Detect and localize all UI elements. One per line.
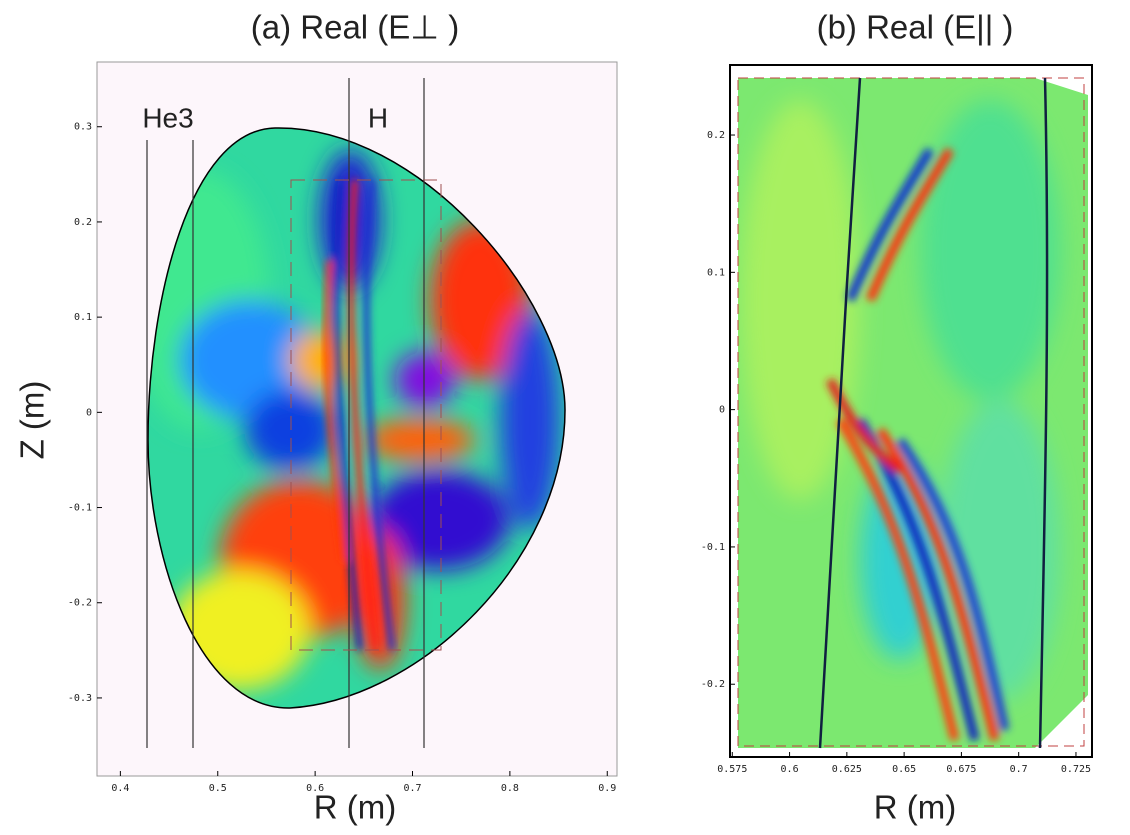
x-tick-label: 0.9: [598, 783, 616, 794]
x-axis-label: R (m): [874, 789, 956, 826]
x-tick-label: 0.6: [306, 783, 324, 794]
x-tick-label: 0.625: [832, 764, 862, 775]
y-tick-label: 0: [86, 407, 92, 418]
x-tick-label: 0.6: [781, 764, 799, 775]
annotation: H: [368, 102, 388, 133]
field-image: [730, 65, 1092, 757]
x-tick-label: 0.7: [1010, 764, 1028, 775]
chart-title: (b) Real (E|| ): [817, 9, 1014, 46]
x-tick-label: 0.5: [209, 783, 227, 794]
y-axis-label: Z (m): [14, 381, 51, 460]
x-tick-label: 0.4: [111, 783, 129, 794]
figure: (a) Real (E⊥ ) R (m) Z (m) 0.4 0.5 0.6 0.7 0.8 0…: [0, 0, 1130, 835]
x-tick-label: 0.675: [946, 764, 976, 775]
y-tick-label: -0.1: [68, 503, 92, 514]
y-tick-label: -0.2: [68, 598, 92, 609]
annotation: He3: [142, 102, 193, 133]
y-tick-label: 0.3: [74, 122, 92, 133]
chart-title: (a) Real (E⊥ ): [251, 9, 459, 46]
y-tick-label: 0.2: [707, 130, 725, 141]
x-tick-label: 0.7: [403, 783, 421, 794]
y-tick-label: 0.1: [707, 267, 725, 278]
y-tick-label: 0.2: [74, 217, 92, 228]
x-tick-label: 0.725: [1061, 764, 1091, 775]
y-tick-label: 0: [719, 405, 725, 416]
y-tick-label: 0.1: [74, 312, 92, 323]
x-tick-label: 0.65: [892, 764, 916, 775]
x-axis-label: R (m): [314, 789, 396, 826]
y-tick-label: -0.1: [701, 542, 725, 553]
y-tick-label: -0.3: [68, 693, 92, 704]
y-tick-label: -0.2: [701, 679, 725, 690]
x-tick-label: 0.8: [501, 783, 519, 794]
x-tick-label: 0.575: [717, 764, 747, 775]
